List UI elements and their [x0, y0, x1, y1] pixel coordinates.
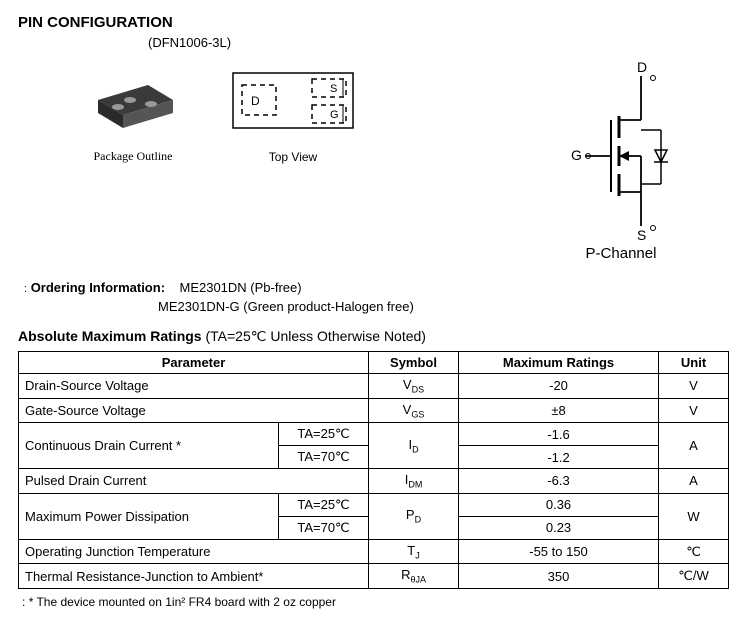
ordering-line1: ME2301DN (Pb-free) [179, 280, 301, 295]
package-outline-icon [78, 60, 188, 140]
package-outline-block: Package Outline [78, 60, 188, 164]
table-header-row: Parameter Symbol Maximum Ratings Unit [19, 352, 729, 374]
schematic-channel-label: P-Channel [541, 245, 701, 262]
ordering-label: Ordering Information: [31, 280, 165, 295]
schematic-block: D G [541, 60, 701, 262]
package-outline-caption: Package Outline [78, 149, 188, 164]
header-parameter: Parameter [19, 352, 369, 374]
svg-text:G: G [571, 147, 582, 163]
table-row: Gate-Source Voltage VGS ±8 V [19, 398, 729, 423]
svg-text:D: D [637, 60, 647, 75]
pin-d-label: D [251, 94, 260, 108]
table-row: Operating Junction Temperature TJ -55 to… [19, 539, 729, 564]
header-max: Maximum Ratings [459, 352, 659, 374]
table-row: Drain-Source Voltage VDS -20 V [19, 374, 729, 399]
ordering-info-row1: : Ordering Information: ME2301DN (Pb-fre… [24, 280, 721, 295]
table-row: Continuous Drain Current * TA=25℃ ID -1.… [19, 423, 729, 446]
ratings-table: Parameter Symbol Maximum Ratings Unit Dr… [18, 351, 729, 589]
svg-text:S: S [637, 227, 646, 240]
pin-config-row: Package Outline D S G Top View D [18, 60, 721, 262]
mosfet-schematic-icon: D G [541, 60, 701, 240]
absolute-maximum-title: Absolute Maximum Ratings (TA=25℃ Unless … [18, 328, 721, 345]
top-view-caption: Top View [228, 150, 358, 164]
package-name: (DFN1006-3L) [148, 35, 721, 50]
pin-configuration-title: PIN CONFIGURATION [18, 14, 721, 31]
header-unit: Unit [659, 352, 729, 374]
table-row: Maximum Power Dissipation TA=25℃ PD 0.36… [19, 493, 729, 516]
header-symbol: Symbol [369, 352, 459, 374]
ordering-line2: ME2301DN-G (Green product-Halogen free) [158, 299, 721, 314]
top-view-icon: D S G [228, 61, 358, 141]
footnote: : * The device mounted on 1in² FR4 board… [22, 595, 721, 609]
pin-g-label: G [330, 109, 339, 121]
pin-s-label: S [330, 83, 337, 95]
table-row: Pulsed Drain Current IDM -6.3 A [19, 469, 729, 494]
top-view-block: D S G Top View [228, 61, 358, 164]
